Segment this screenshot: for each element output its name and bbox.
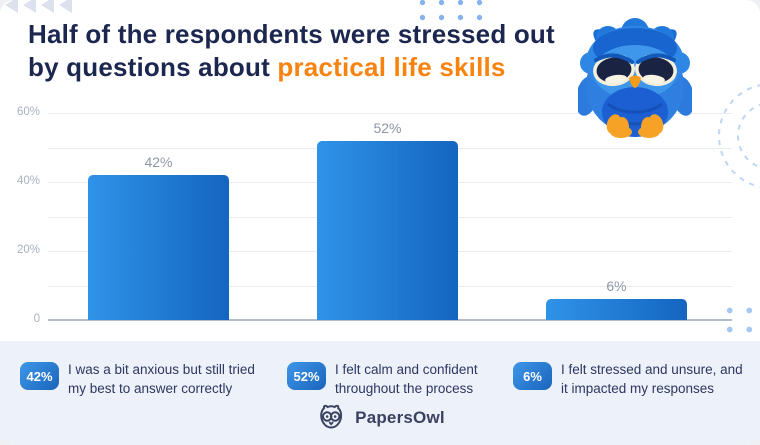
legend-badge: 6%	[513, 362, 552, 390]
owl-mascot-illustration	[575, 18, 695, 143]
legend-label: I felt calm and confident throughout the…	[335, 362, 478, 396]
x-axis-baseline	[48, 319, 732, 321]
dashed-circles-icon	[718, 84, 760, 188]
y-tick-0: 0	[33, 313, 40, 325]
y-tick-60: 60%	[16, 106, 40, 118]
bar-stressed	[546, 299, 687, 320]
legend-badge: 52%	[287, 362, 326, 390]
bar-column-anxious: 42%	[88, 154, 229, 320]
legend-label: I felt stressed and unsure, and it impac…	[561, 362, 743, 396]
legend-item-calm: 52% I felt calm and confident throughout…	[287, 360, 478, 398]
title-highlight: practical life skills	[277, 52, 506, 82]
page-title: Half of the respondents were stressed ou…	[28, 18, 588, 84]
bar-column-stressed: 6%	[546, 278, 687, 320]
title-line-2: by questions about practical life skills	[28, 52, 506, 82]
papersowl-logo: PapersOwl	[315, 402, 445, 434]
title-line-1: Half of the respondents were stressed ou…	[28, 19, 555, 49]
gridline-60	[48, 113, 732, 114]
brand-name: PapersOwl	[355, 408, 445, 427]
bar-value-label: 42%	[144, 154, 173, 170]
triangles-decoration-icon	[5, 0, 72, 13]
bar-anxious	[88, 175, 229, 320]
legend-item-anxious: 42% I was a bit anxious but still tried …	[20, 360, 255, 398]
bar-value-label: 6%	[606, 278, 627, 294]
bar-value-label: 52%	[373, 120, 402, 136]
y-tick-20: 20%	[16, 244, 40, 256]
legend-item-stressed: 6% I felt stressed and unsure, and it im…	[513, 360, 743, 398]
legend-badge: 42%	[20, 362, 59, 390]
legend-strip	[0, 341, 760, 445]
bar-calm	[317, 141, 458, 320]
legend-label: I was a bit anxious but still tried my b…	[68, 362, 255, 396]
y-tick-40: 40%	[16, 175, 40, 187]
dots-grid-top-icon	[413, 0, 490, 25]
bar-column-calm: 52%	[317, 120, 458, 320]
papersowl-logo-icon	[320, 404, 343, 429]
